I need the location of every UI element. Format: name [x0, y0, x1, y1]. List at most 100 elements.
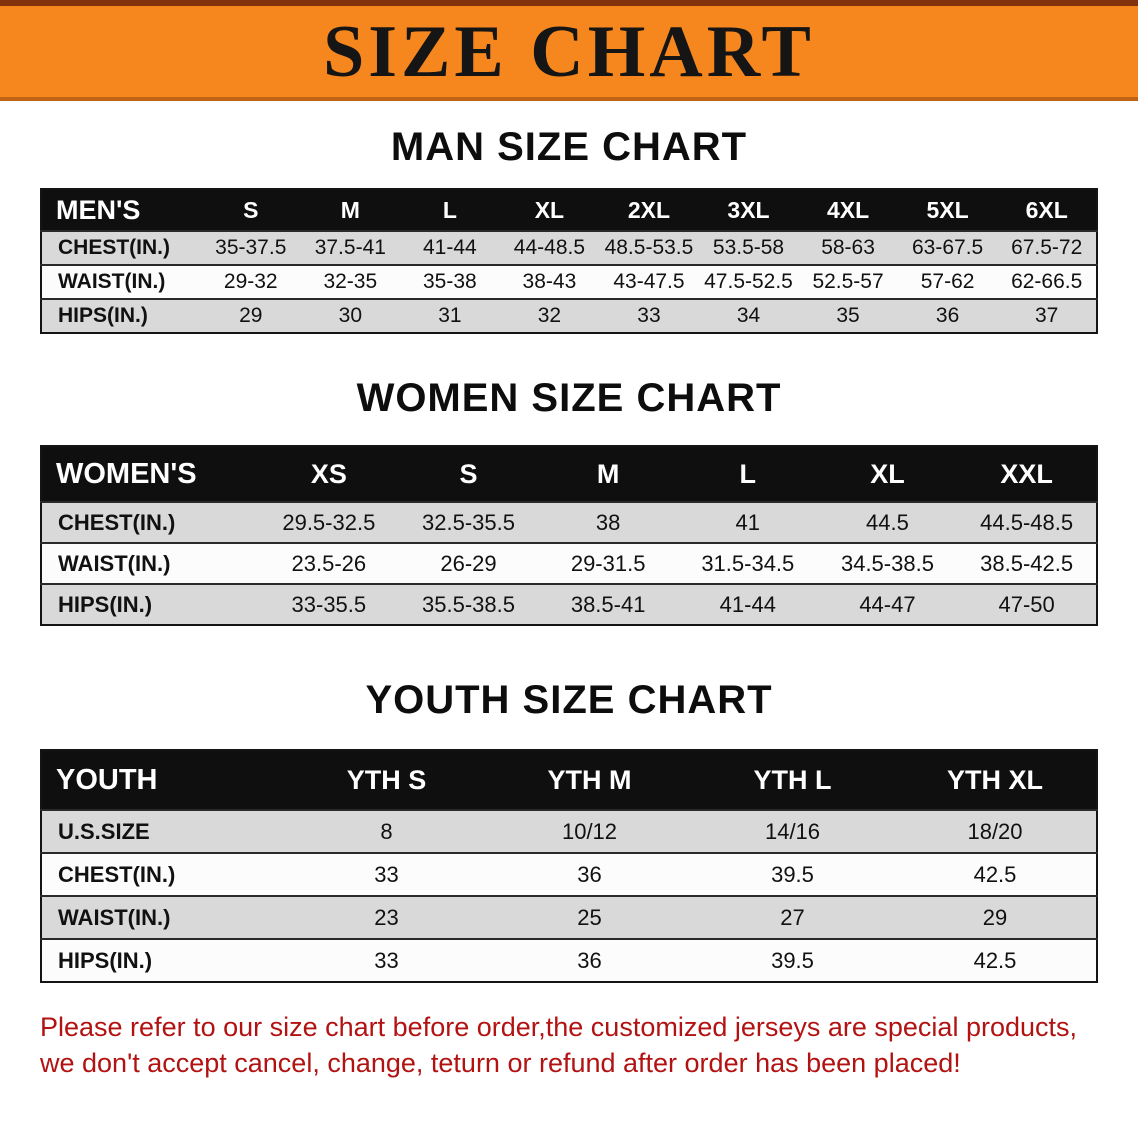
column-header-cell: YTH XL [894, 750, 1097, 810]
column-header-cell: M [300, 189, 401, 231]
size-value-cell: 30 [338, 304, 362, 327]
table-row: U.S.SIZE 8 10/12 14/16 18/20 [41, 810, 1097, 853]
size-value-cell: 67.5-72 [1011, 236, 1083, 259]
column-header-cell: M [538, 446, 678, 502]
row-label-cell: HIPS(IN.) [58, 304, 148, 327]
row-label-cell: CHEST(IN.) [58, 509, 176, 535]
table-title-cell: MEN'S [41, 189, 201, 231]
size-value-cell: 62-66.5 [1011, 270, 1083, 293]
size-value-cell: 44.5-48.5 [980, 509, 1074, 535]
size-value-cell: 44-47 [859, 591, 916, 617]
column-header-cell: S [201, 189, 301, 231]
size-value-cell: 41-44 [423, 236, 477, 259]
size-value-cell: 25 [577, 904, 602, 930]
youth-size-table: YOUTH YTH S YTH M YTH L YTH XL U.S.SIZE 8 10/12… [40, 749, 1098, 983]
size-value-cell: 52.5-57 [812, 270, 884, 293]
size-value-cell: 41-44 [719, 591, 776, 617]
column-header-cell: L [400, 189, 500, 231]
size-value-cell: 33-35.5 [291, 591, 367, 617]
size-value-cell: 23 [374, 904, 399, 930]
table-row: WAIST(IN.) 23 25 27 29 [41, 896, 1097, 939]
men-size-table: MEN'S S M L XL 2XL 3XL 4XL 5XL 6XL CHEST(IN.) 35-37… [40, 188, 1098, 334]
size-value-cell: 27 [780, 904, 805, 930]
table-title-cell: YOUTH [41, 750, 285, 810]
size-value-cell: 29 [982, 904, 1008, 930]
row-label-cell: U.S.SIZE [58, 818, 150, 844]
table-header-row: WOMEN'S XS S M L XL XXL [41, 446, 1097, 502]
size-value-cell: 57-62 [920, 270, 975, 293]
column-header-cell: XS [259, 446, 399, 502]
row-label-cell: CHEST(IN.) [58, 236, 170, 259]
table-row: CHEST(IN.) 33 36 39.5 42.5 [41, 853, 1097, 896]
size-value-cell: 32 [537, 304, 562, 327]
size-value-cell: 35.5-38.5 [422, 591, 515, 617]
column-header-cell: L [677, 446, 818, 502]
column-header-cell: XL [499, 189, 600, 231]
column-header-cell: 5XL [897, 189, 998, 231]
youth-size-section: YOUTH SIZE CHART YOUTH YTH S YTH M YTH L YTH… [0, 678, 1138, 983]
size-value-cell: 41 [735, 509, 761, 535]
size-value-cell: 36 [577, 947, 602, 973]
size-value-cell: 48.5-53.5 [604, 236, 694, 259]
size-value-cell: 10/12 [561, 818, 618, 844]
size-value-cell: 31.5-34.5 [701, 550, 795, 576]
size-value-cell: 29 [239, 304, 263, 327]
men-section-heading: MAN SIZE CHART [390, 125, 748, 169]
size-value-cell: 43-47.5 [613, 270, 685, 293]
youth-section-heading: YOUTH SIZE CHART [365, 678, 773, 722]
size-value-cell: 39.5 [771, 947, 814, 973]
size-value-cell: 42.5 [973, 947, 1017, 973]
table-header-row: YOUTH YTH S YTH M YTH L YTH XL [41, 750, 1097, 810]
row-label-cell: CHEST(IN.) [58, 861, 176, 887]
size-value-cell: 63-67.5 [911, 236, 984, 259]
disclaimer-line-2: we don't accept cancel, change, teturn o… [40, 1048, 961, 1079]
size-value-cell: 37.5-41 [314, 236, 386, 259]
size-value-cell: 39.5 [771, 861, 814, 887]
size-value-cell: 32.5-35.5 [422, 509, 515, 535]
size-value-cell: 44-48.5 [513, 236, 586, 259]
table-row: HIPS(IN.) 29 30 31 32 33 34 35 36 37 [41, 299, 1097, 333]
size-value-cell: 38.5-42.5 [980, 550, 1074, 576]
row-label-cell: HIPS(IN.) [58, 947, 153, 973]
table-header-row: MEN'S S M L XL 2XL 3XL 4XL 5XL 6XL [41, 189, 1097, 231]
size-value-cell: 32-35 [323, 270, 378, 293]
column-header-cell: XL [817, 446, 958, 502]
row-label-cell: HIPS(IN.) [58, 591, 153, 617]
column-header-cell: YTH L [691, 750, 894, 810]
size-value-cell: 53.5-58 [712, 236, 785, 259]
size-value-cell: 29-32 [223, 270, 278, 293]
row-label-cell: WAIST(IN.) [58, 270, 166, 293]
men-size-section: MAN SIZE CHART MEN'S S M L XL 2XL 3XL 4XL 5XL 6XL… [0, 125, 1138, 334]
table-row: WAIST(IN.) 23.5-26 26-29 29-31.5 31.5-34.5 34… [41, 543, 1097, 584]
size-value-cell: 34 [736, 304, 761, 327]
size-value-cell: 8 [380, 818, 393, 844]
column-header-cell: YTH M [488, 750, 691, 810]
column-header-cell: S [398, 446, 539, 502]
size-value-cell: 26-29 [440, 550, 497, 576]
size-value-cell: 47.5-52.5 [704, 270, 793, 293]
row-label-cell: WAIST(IN.) [58, 904, 171, 930]
size-value-cell: 33 [374, 947, 399, 973]
size-value-cell: 42.5 [973, 861, 1017, 887]
size-value-cell: 38-43 [522, 270, 577, 293]
table-row: HIPS(IN.) 33-35.5 35.5-38.5 38.5-41 41-44 44-… [41, 584, 1097, 625]
table-row: HIPS(IN.) 33 36 39.5 42.5 [41, 939, 1097, 982]
size-value-cell: 35-38 [423, 270, 477, 293]
size-value-cell: 14/16 [764, 818, 821, 844]
size-value-cell: 38 [595, 509, 621, 535]
size-value-cell: 37 [1035, 304, 1059, 327]
column-header-cell: YTH S [285, 750, 488, 810]
size-value-cell: 58-63 [821, 236, 875, 259]
size-value-cell: 29-31.5 [570, 550, 646, 576]
size-chart-banner: SIZE CHART [0, 0, 1138, 101]
size-value-cell: 23.5-26 [291, 550, 367, 576]
size-value-cell: 31 [438, 304, 462, 327]
disclaimer-line-1: Please refer to our size chart before or… [40, 1012, 1078, 1042]
table-row: CHEST(IN.) 35-37.5 37.5-41 41-44 44-48.5 48.5… [41, 231, 1097, 265]
table-row: CHEST(IN.) 29.5-32.5 32.5-35.5 38 41 44.5 44.5… [41, 502, 1097, 543]
size-value-cell: 36 [577, 861, 602, 887]
size-value-cell: 18/20 [967, 818, 1023, 844]
column-header-cell: 4XL [798, 189, 898, 231]
size-value-cell: 35-37.5 [215, 236, 287, 259]
column-header-cell: XXL [957, 446, 1097, 502]
